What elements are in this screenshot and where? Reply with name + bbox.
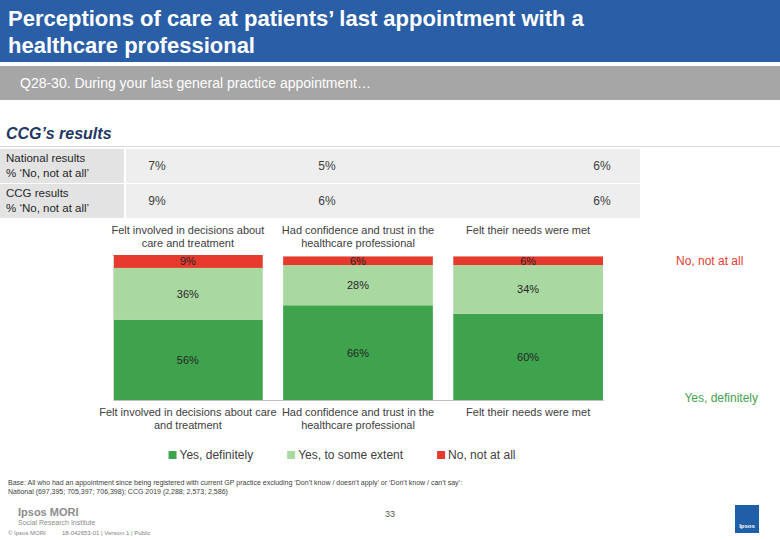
text-line: Felt involved in decisions about bbox=[111, 224, 264, 236]
bars bbox=[113, 255, 603, 400]
bar bbox=[113, 268, 263, 320]
legend-label: Yes, definitely bbox=[180, 448, 254, 462]
base-note: National (697,395; 705,397; 706,398); CC… bbox=[8, 488, 228, 496]
category-header: Had confidence and trust in thehealthcar… bbox=[282, 224, 434, 249]
table-cell: 7% bbox=[148, 159, 166, 173]
x-tick-label: Felt their needs were met bbox=[466, 406, 590, 418]
text-line: healthcare professional bbox=[301, 237, 415, 249]
bar bbox=[113, 255, 263, 268]
table-row-label: % ‘No, not at all’ bbox=[6, 167, 89, 179]
text-line: Had confidence and trust in the bbox=[282, 406, 434, 418]
text-line: Had confidence and trust in the bbox=[282, 224, 434, 236]
legend-swatch bbox=[437, 451, 445, 459]
table-cell: 6% bbox=[318, 194, 336, 208]
legend-swatch bbox=[169, 451, 177, 459]
table-cell: 6% bbox=[593, 159, 611, 173]
table-value-row bbox=[126, 149, 640, 183]
table-row-label: CCG results bbox=[6, 187, 69, 199]
question: Q28-30. During your last general practic… bbox=[20, 75, 371, 91]
page-number: 33 bbox=[385, 509, 395, 519]
text-line: healthcare professional bbox=[301, 419, 415, 431]
x-tick: Felt involved in decisions about careand… bbox=[99, 406, 276, 431]
table-cell: 6% bbox=[593, 194, 611, 208]
slide: Perceptions of care at patients’ last ap… bbox=[0, 0, 780, 540]
legend-item: Yes, definitely bbox=[169, 448, 254, 462]
text-line: Felt their needs were met bbox=[466, 406, 590, 418]
x-axis-line bbox=[114, 400, 604, 401]
legend-label: Yes, to some extent bbox=[298, 448, 404, 462]
section-title: CCG’s results bbox=[6, 125, 112, 142]
section-rule bbox=[0, 146, 780, 147]
legend-item: No, not at all bbox=[437, 448, 515, 462]
title: healthcare professional bbox=[8, 33, 255, 58]
bar bbox=[283, 265, 433, 305]
text-line: Felt their needs were met bbox=[466, 224, 590, 236]
badge-text: Ipsos bbox=[739, 523, 755, 529]
y-axis-line bbox=[113, 256, 114, 401]
x-tick-label: Felt involved in decisions about careand… bbox=[99, 406, 276, 431]
title: Perceptions of care at patients’ last ap… bbox=[8, 6, 585, 31]
legend: Yes, definitely Yes, to some extent No, no… bbox=[169, 448, 516, 462]
table-row-label: % ‘No, not at all’ bbox=[6, 202, 89, 214]
bar bbox=[283, 305, 433, 400]
x-tick: Felt their needs were met bbox=[466, 406, 590, 418]
header-band bbox=[0, 0, 780, 62]
data-label: 60% bbox=[517, 351, 539, 363]
table-label-cell bbox=[0, 184, 124, 218]
x-tick-label: Had confidence and trust in thehealthcar… bbox=[282, 406, 434, 431]
table-cell: 5% bbox=[318, 159, 336, 173]
table-label-cell bbox=[0, 149, 124, 183]
base-note: Base: All who had an appointment since b… bbox=[8, 479, 462, 487]
data-label: 6% bbox=[350, 255, 366, 267]
bar bbox=[453, 265, 603, 314]
legend-item: Yes, to some extent bbox=[287, 448, 404, 462]
question-band bbox=[0, 66, 780, 100]
text-line: care and treatment bbox=[142, 237, 234, 249]
side-label: Yes, definitely bbox=[684, 391, 758, 405]
table-cell: 9% bbox=[148, 194, 166, 208]
logo-text: Ipsos MORI bbox=[18, 506, 79, 518]
x-axis: Felt involved in decisions about careand… bbox=[99, 401, 603, 431]
badge-box bbox=[735, 505, 759, 533]
data-labels: 56% 66% 60% 36% 28% 34% 9% 6% 6% bbox=[177, 255, 540, 366]
data-label: 6% bbox=[520, 255, 536, 267]
category-header: Felt involved in decisions aboutcare and… bbox=[111, 224, 264, 249]
data-label: 36% bbox=[177, 288, 199, 300]
job-info: 18-042653-01 | Version 1 | Public bbox=[62, 530, 151, 536]
logo-subtext: Social Research Institute bbox=[18, 519, 96, 526]
data-label: 28% bbox=[347, 279, 369, 291]
data-label: 9% bbox=[180, 255, 196, 267]
legend-swatch bbox=[287, 451, 295, 459]
page: Perceptions of care at patients’ last ap… bbox=[0, 0, 780, 540]
text-line: Felt involved in decisions about care bbox=[99, 406, 276, 418]
bar bbox=[453, 314, 603, 400]
data-label: 66% bbox=[347, 347, 369, 359]
legend-label: No, not at all bbox=[448, 448, 515, 462]
text-line: and treatment bbox=[154, 419, 222, 431]
side-label: No, not at all bbox=[676, 254, 743, 268]
y-axis bbox=[113, 256, 114, 401]
table-value-row bbox=[126, 184, 640, 218]
data-label: 56% bbox=[177, 354, 199, 366]
data-label: 34% bbox=[517, 283, 539, 295]
copyright: © Ipsos MORI bbox=[8, 530, 46, 536]
category-header: Felt their needs were met bbox=[466, 224, 590, 236]
x-tick: Had confidence and trust in thehealthcar… bbox=[282, 406, 434, 431]
bar bbox=[113, 320, 263, 400]
table-row-label: National results bbox=[6, 152, 86, 164]
